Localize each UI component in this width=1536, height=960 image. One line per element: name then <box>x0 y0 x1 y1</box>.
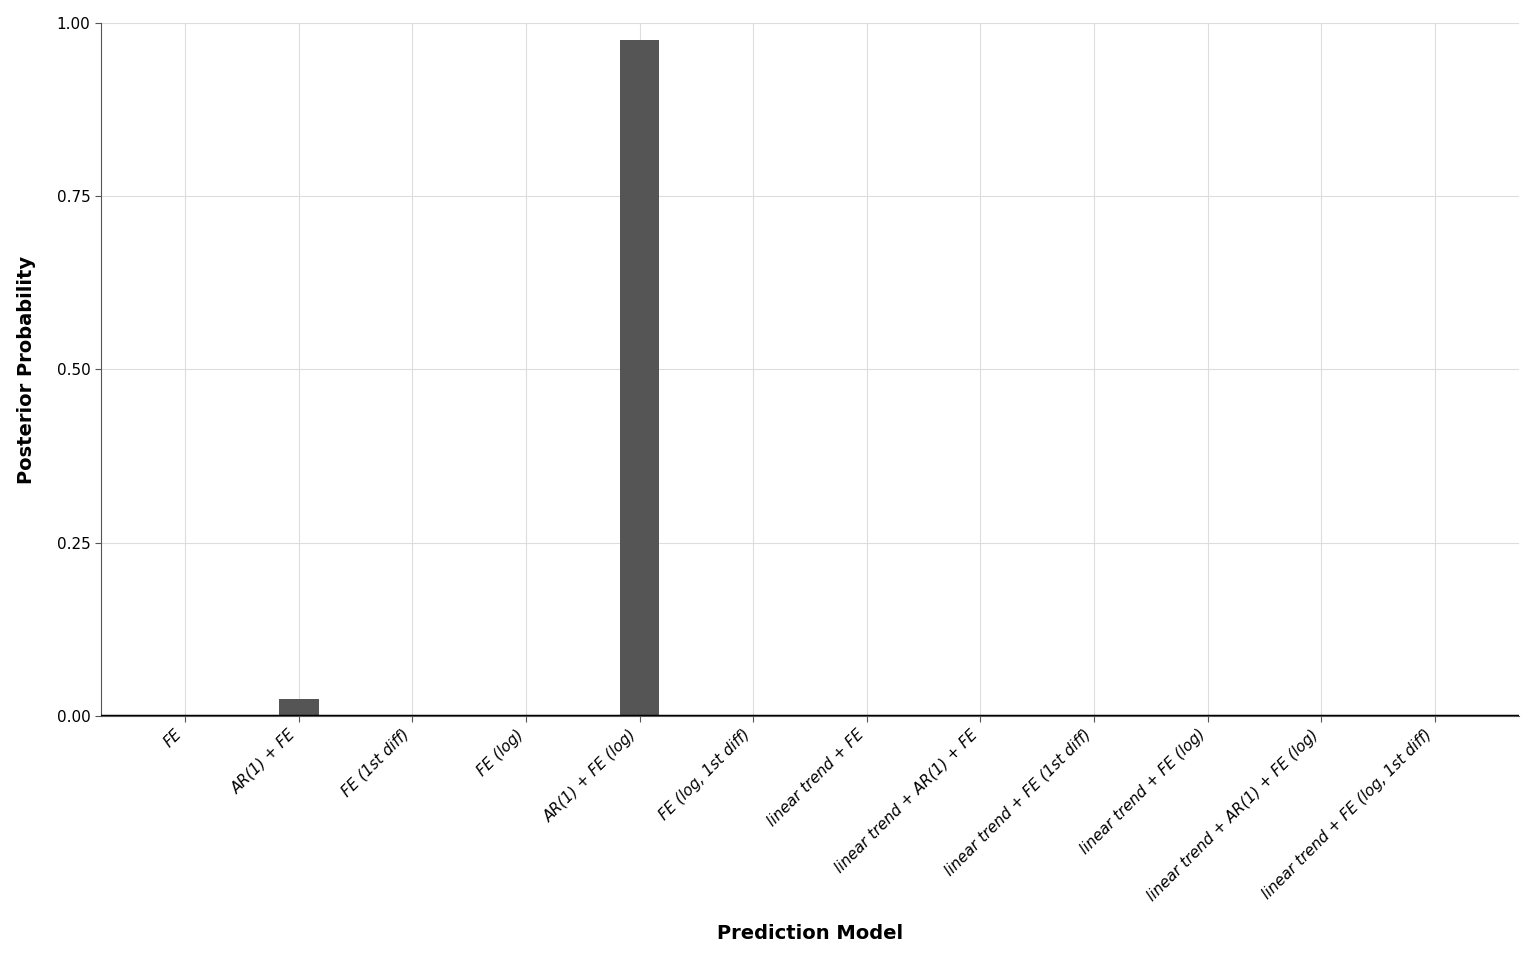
Y-axis label: Posterior Probability: Posterior Probability <box>17 255 35 484</box>
Bar <box>278 699 318 716</box>
Bar <box>619 40 659 716</box>
X-axis label: Prediction Model: Prediction Model <box>717 924 903 944</box>
